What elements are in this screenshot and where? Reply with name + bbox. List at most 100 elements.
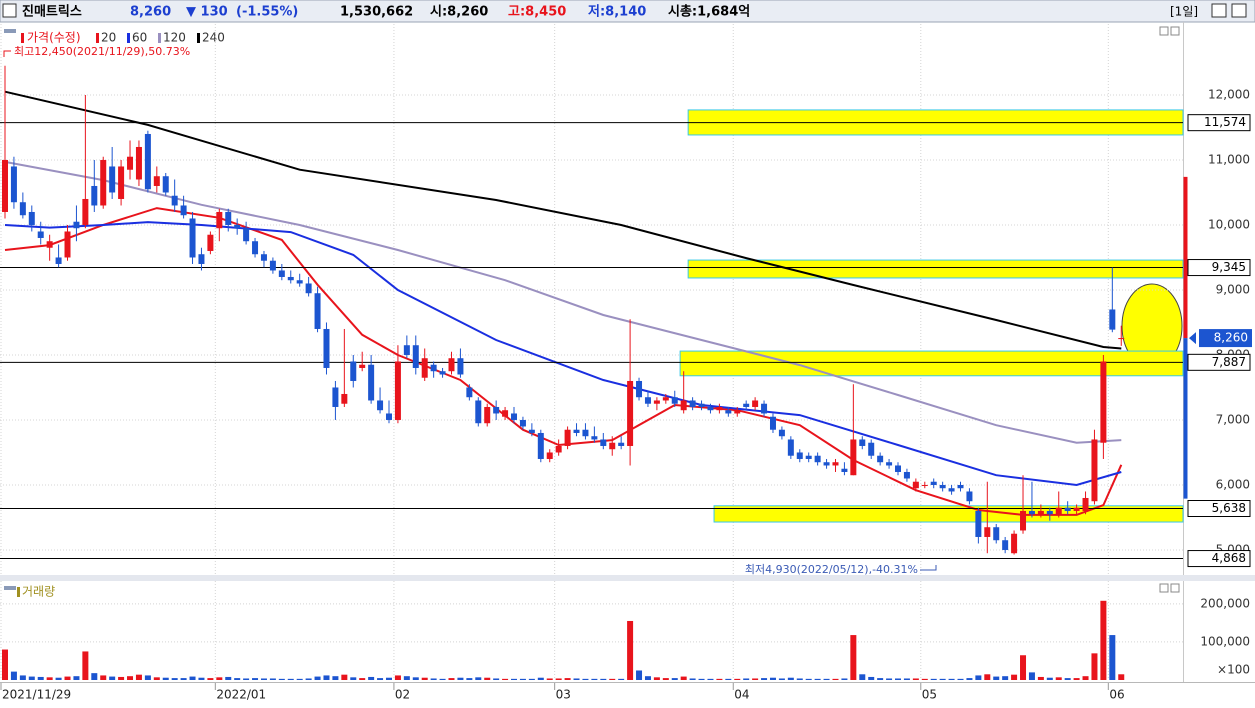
candle-body <box>439 371 446 375</box>
legend-label: 120 <box>163 31 186 45</box>
panel-button[interactable] <box>1170 583 1180 593</box>
volume-bar <box>528 678 535 680</box>
volume-bar <box>564 678 571 680</box>
candle-body <box>752 400 759 407</box>
volume-bar <box>993 676 1000 680</box>
panel-divider <box>0 575 1255 581</box>
volume-bar <box>841 678 848 680</box>
low-arrow <box>920 565 937 571</box>
volume-bar <box>252 678 259 680</box>
candle-body <box>662 397 669 401</box>
candle-body <box>948 488 955 492</box>
legend-price: 가격(수정) <box>27 31 81 45</box>
volume-bar <box>439 678 446 680</box>
candle-body <box>144 133 151 190</box>
candle-body <box>162 176 169 193</box>
candle-body <box>466 387 473 398</box>
panel-handle <box>4 29 16 33</box>
volume-bar <box>636 670 643 680</box>
high-annotation: 최고12,450(2021/11/29),50.73% <box>14 45 190 58</box>
volume-bar <box>10 671 17 680</box>
y-tick-label: 7,000 <box>1216 412 1250 426</box>
x-tick-label: 04 <box>734 688 749 702</box>
candle-body <box>19 202 26 216</box>
candle-body <box>323 328 330 368</box>
level-label: 7,887 <box>1212 355 1246 369</box>
volume-bar <box>403 676 410 680</box>
candle-body <box>823 462 830 466</box>
panel-button[interactable] <box>1170 26 1180 36</box>
candle-body <box>127 156 134 170</box>
candle-body <box>1037 510 1044 515</box>
volume-bar <box>243 678 250 680</box>
volume-bar <box>385 677 392 680</box>
level-label: 11,574 <box>1204 115 1246 129</box>
candle-body <box>430 364 437 372</box>
candle-body <box>1046 510 1053 515</box>
volume-bar <box>430 678 437 680</box>
candle-body <box>305 283 312 294</box>
volume-bar <box>296 678 303 680</box>
legend-marker <box>17 587 20 597</box>
candle-body <box>564 429 571 446</box>
volume-bar <box>475 677 482 680</box>
current-price-label: 8,260 <box>1214 331 1248 345</box>
volume-bar <box>1064 678 1071 680</box>
candle-body <box>278 270 285 277</box>
candle-body <box>716 406 723 411</box>
volume-bar <box>850 635 857 680</box>
volume-bar <box>761 678 768 680</box>
candle-body <box>269 260 276 271</box>
volume-bar <box>1082 676 1089 680</box>
volume-bar <box>127 676 134 680</box>
candle-body <box>698 403 705 407</box>
volume-bar <box>671 678 678 680</box>
candle-body <box>64 231 71 258</box>
candle-body <box>207 234 214 251</box>
change: ▼ 130 <box>186 5 228 20</box>
volume-bar <box>466 678 473 680</box>
candle-body <box>2 159 8 212</box>
volume-bar <box>234 678 241 680</box>
volume-bar <box>314 676 321 680</box>
candle-body <box>394 361 401 420</box>
panel-button[interactable] <box>1159 583 1169 593</box>
volume-bar <box>725 678 732 680</box>
level-label: 5,638 <box>1212 501 1246 515</box>
volume-bar <box>1002 676 1009 680</box>
candle-body <box>377 400 384 411</box>
window-button[interactable] <box>1211 3 1227 18</box>
market-cap: 시총:1,684억 <box>668 4 750 20</box>
volume-bar <box>519 678 526 680</box>
close-button[interactable] <box>1231 3 1247 18</box>
volume-bar <box>368 676 375 680</box>
volume-bar <box>421 677 428 680</box>
checkbox[interactable] <box>2 3 17 18</box>
volume-bar <box>948 678 955 680</box>
candle-body <box>260 254 267 261</box>
candle-body <box>385 413 392 420</box>
volume-bar <box>377 678 384 680</box>
volume-bar <box>153 677 160 680</box>
candle-body <box>582 429 589 437</box>
ma-line <box>4 221 1122 487</box>
period[interactable]: [1일] <box>1170 5 1198 19</box>
candle-body <box>555 445 562 453</box>
candle-body <box>805 455 812 459</box>
candle-body <box>502 410 509 417</box>
x-tick-label: 2022/01 <box>216 688 266 702</box>
volume-bar <box>269 678 276 680</box>
legend-marker <box>158 33 161 43</box>
volume-bar <box>448 678 455 680</box>
candle-body <box>600 439 607 446</box>
volume-bar <box>493 678 500 680</box>
panel-button[interactable] <box>1159 26 1169 36</box>
candle-body <box>1028 510 1035 515</box>
candle-body <box>743 403 750 407</box>
volume-bar <box>600 678 607 680</box>
candle-body <box>82 198 89 225</box>
volume-bar <box>769 677 776 680</box>
low-annotation: 최저4,930(2022/05/12),-40.31% <box>745 563 918 576</box>
volume-bar <box>207 678 214 680</box>
candle-body <box>850 439 857 476</box>
